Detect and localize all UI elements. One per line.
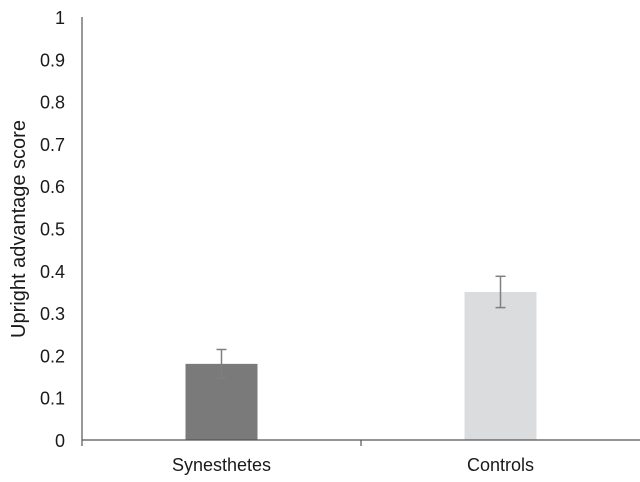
error-bars [216,275,506,379]
y-tick-label: 0.2 [40,346,65,366]
y-tick-label: 0.4 [40,262,65,282]
x-tick-marks [81,440,362,446]
y-axis-label: Upright advantage score [8,120,30,338]
y-tick-label: 0.7 [40,135,65,155]
x-tick-labels: Synesthetes Controls [172,455,534,475]
x-tick-label: Controls [467,455,534,475]
x-tick-label: Synesthetes [172,455,271,475]
y-tick-label: 0.1 [40,389,65,409]
y-tick-label: 0.6 [40,177,65,197]
y-tick-label: 0.3 [40,304,65,324]
bar-controls [464,291,537,440]
y-tick-label: 1 [55,8,65,28]
axes [81,17,640,441]
bars [185,291,537,440]
y-tick-label: 0.5 [40,220,65,240]
y-tick-labels: 0 0.1 0.2 0.3 0.4 0.5 0.6 0.7 0.8 0.9 1 [40,8,65,451]
y-tick-label: 0.9 [40,50,65,70]
y-tick-label: 0 [55,431,65,451]
y-tick-label: 0.8 [40,93,65,113]
y-axis-label-group: Upright advantage score [8,120,30,338]
